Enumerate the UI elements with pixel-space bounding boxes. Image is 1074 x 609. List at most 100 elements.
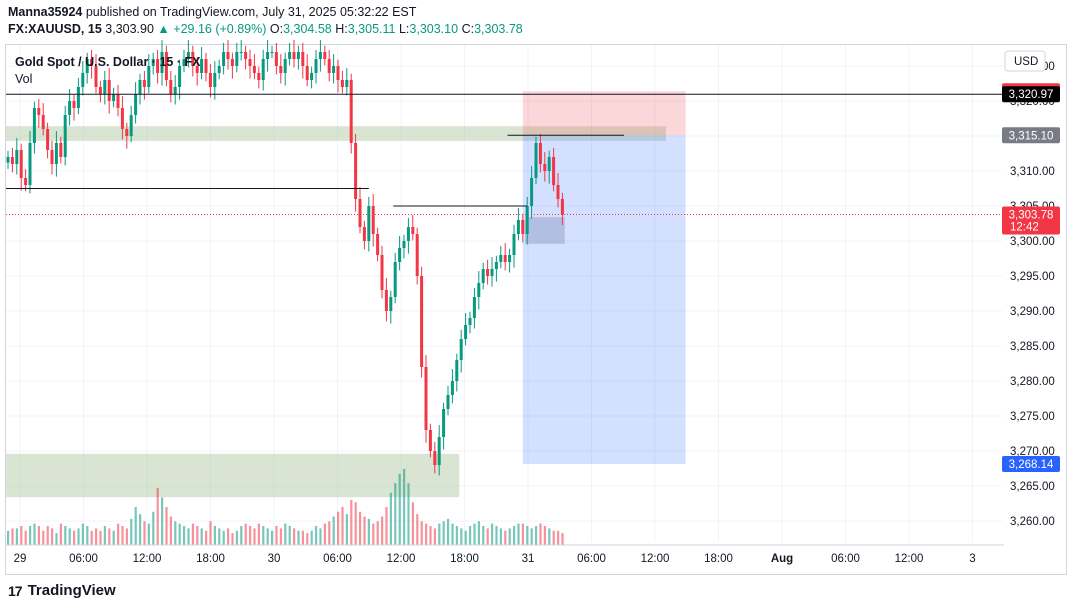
candlesticks [6,40,564,476]
currency-label: USD [1014,56,1038,68]
volume-bar [429,526,432,545]
volume-bar [530,528,533,545]
volume-bar [95,528,98,545]
candle-body [235,52,239,66]
close-label: C: [461,22,475,36]
candle-body [6,157,10,163]
volume-bar [77,528,80,545]
candle-body [54,143,58,164]
volume-bar [15,528,18,545]
volume-bar [315,526,318,545]
volume-bar [363,516,366,545]
published-text: published on TradingView.com, July 31, 2… [85,5,417,19]
volume-bar [394,483,397,545]
volume-bar [306,533,309,545]
volume-bar [42,530,45,545]
candle-body [41,115,45,129]
volume-bar [420,521,423,545]
author-name[interactable]: Manna35924 [8,5,83,19]
candle-body [525,206,529,234]
volume-bar [139,514,142,545]
volume-bar [372,523,375,545]
candle-body [508,255,512,262]
candle-body [125,129,129,136]
candle-body [437,437,441,465]
volume-bar [451,523,454,545]
publish-header: Manna35924 published on TradingView.com,… [8,5,416,19]
candle-body [494,262,498,269]
candle-body [547,157,551,171]
volume-bar [156,488,159,545]
x-tick-label: 12:00 [133,553,162,565]
candle-body [367,206,371,241]
volume-bar [319,528,322,545]
volume-bar [235,530,238,545]
volume-bar [482,526,485,545]
volume-bar [332,516,335,545]
candle-body [310,73,314,80]
volume-bar [552,530,555,545]
y-tick-label: 3,300.00 [1010,236,1055,248]
x-tick-label: 12:00 [641,553,670,565]
volume-bar [262,526,265,545]
volume-bar [7,530,10,545]
y-tick-label: 3,270.00 [1010,446,1055,458]
candle-body [428,430,432,451]
candle-body [10,157,14,164]
volume-bar [183,526,186,545]
currency-button[interactable] [1004,50,1046,72]
candle-body [336,66,340,80]
high-value: 3,305.11 [347,22,396,36]
candle-body [270,52,274,53]
candle-body [230,59,234,66]
candle-body [371,206,375,234]
candle-body [376,234,380,255]
x-tick-label: 18:00 [196,553,225,565]
x-tick-label: Aug [771,553,793,565]
candle-body [477,283,481,297]
candle-body [305,66,309,80]
volume-bar [477,521,480,545]
candle-body [32,108,36,143]
candle-body [424,367,428,430]
candle-body [98,87,102,94]
candle-body [164,52,168,80]
candle-body [459,339,463,360]
volume-bar [288,526,291,545]
volume-bar [499,528,502,545]
candle-body [411,227,415,234]
volume-bar [191,523,194,545]
volume-bar [447,518,450,545]
candle-body [182,59,186,66]
candle-body [380,255,384,290]
volume-bar [33,523,36,545]
volume-bar [543,526,546,545]
candle-body [59,143,63,157]
candle-body [468,318,472,325]
x-tick-label: 30 [268,553,281,565]
volume-bar [249,526,252,545]
price-tags: 3,321.393,320.973,315.103,303.7812:423,2… [1002,83,1060,473]
volume-bar [253,528,256,545]
candle-body [252,66,256,73]
candle-body [222,52,226,66]
tradingview-brand[interactable]: 17 TradingView [8,582,116,599]
candle-body [191,52,195,66]
volume-bar [68,528,71,545]
price-tag [1002,86,1060,103]
horizontal-lines [6,93,1004,216]
candle-body [195,66,199,73]
volume-bar [266,528,269,545]
volume-bar [548,528,551,545]
candle-body [345,80,349,87]
volume-bar [323,523,326,545]
candle-body [186,52,190,59]
candle-body [512,234,516,255]
candle-body [406,227,410,241]
candle-body [538,143,542,164]
candle-body [398,248,402,262]
candle-body [248,59,252,66]
volume-bar [438,523,441,545]
chart-frame[interactable] [5,44,1067,575]
